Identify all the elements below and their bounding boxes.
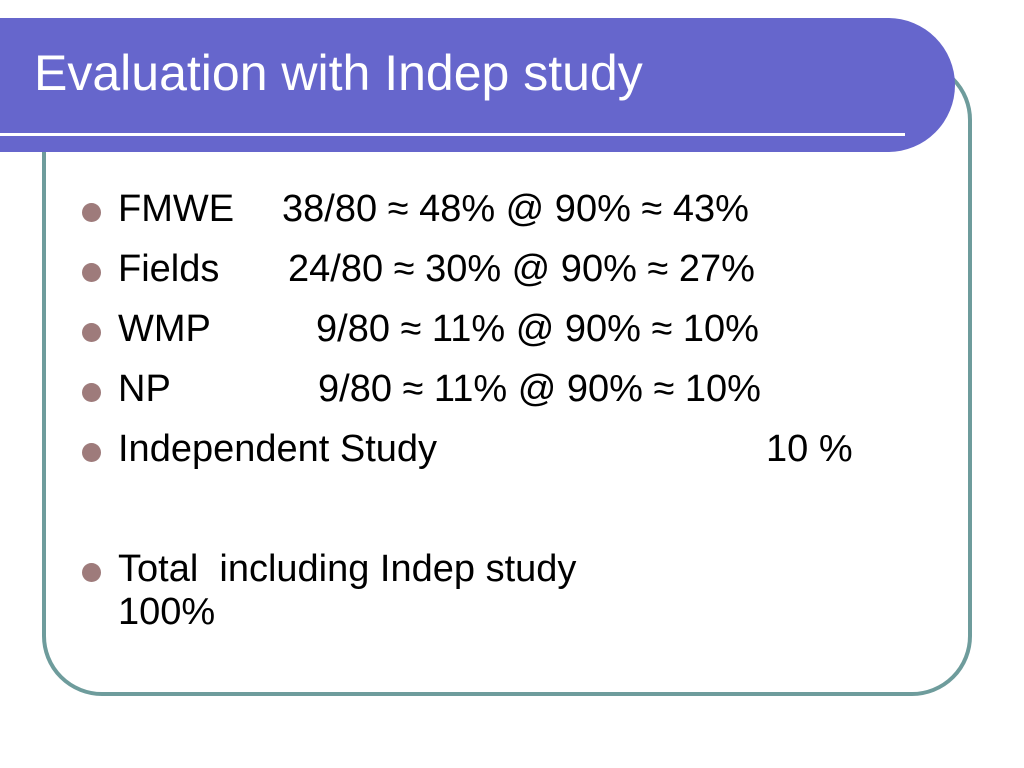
bullet: Total including Indep study 100%: [81, 548, 577, 634]
value: 10 %: [766, 428, 853, 470]
title-rule: [0, 133, 905, 136]
label: Independent Study: [118, 428, 438, 470]
bullet: NP 9/80 ≈ 11% @ 90% ≈ 10%: [82, 368, 761, 411]
bullet: Fields 24/80 ≈ 30% @ 90% ≈ 27%: [81, 248, 755, 291]
label: NP: [118, 368, 171, 410]
bullet: WMP 9/80 ≈ 11% @ 90% ≈ 10%: [82, 308, 759, 351]
label: FMWE: [118, 188, 235, 230]
label: Fields: [118, 248, 220, 290]
bullet: FMWE 38/80 ≈ 48% @ 90% ≈ 43%: [81, 188, 749, 231]
value: 100%: [118, 591, 216, 633]
title: Evaluation with Indep study: [34, 45, 643, 101]
value: 38/80 ≈ 48% @ 90% ≈ 43%: [282, 188, 749, 230]
label: WMP: [118, 308, 211, 350]
value: 24/80 ≈ 30% @ 90% ≈ 27%: [288, 248, 755, 290]
title-banner: [0, 18, 955, 152]
bullet: Independent Study 10 %: [81, 428, 853, 471]
value: 9/80 ≈ 11% @ 90% ≈ 10%: [316, 308, 759, 350]
label: Total including Indep study: [118, 548, 577, 590]
value: 9/80 ≈ 11% @ 90% ≈ 10%: [318, 368, 761, 410]
